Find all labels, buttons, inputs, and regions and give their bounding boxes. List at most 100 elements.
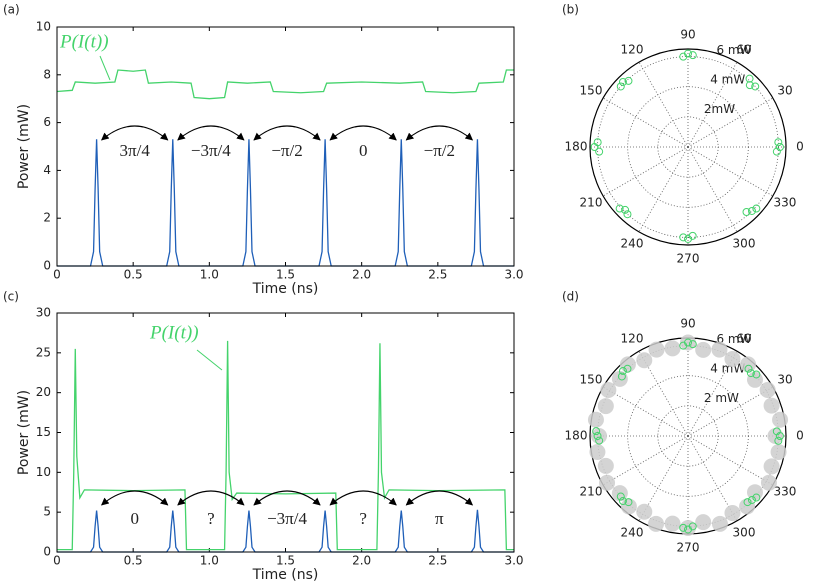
angle-tick-label: 0 <box>796 140 804 154</box>
data-point <box>618 497 627 506</box>
radial-tick-label: 2mW <box>704 102 735 116</box>
angle-tick-label: 300 <box>733 525 756 539</box>
data-point <box>752 493 761 502</box>
angle-tick-label: 180 <box>565 140 588 154</box>
y-tick-label: 30 <box>36 306 51 320</box>
x-tick-label: 0.5 <box>124 554 143 568</box>
angle-grid-line <box>602 386 689 437</box>
data-point <box>619 356 636 373</box>
x-tick-label: 0.5 <box>124 268 143 282</box>
data-point <box>664 340 681 357</box>
radial-grid-line <box>597 56 779 238</box>
angle-tick-label: 120 <box>621 43 644 57</box>
angle-tick-label: 90 <box>680 317 695 331</box>
data-point <box>589 443 606 460</box>
data-point <box>597 398 614 415</box>
angle-tick-label: 180 <box>565 429 588 443</box>
phase-annotation: π <box>435 509 444 528</box>
angle-grid-line <box>687 435 774 486</box>
data-point <box>597 457 614 474</box>
panel-label: (a) <box>3 3 20 17</box>
data-point <box>711 515 728 532</box>
x-tick-label: 2.5 <box>428 554 447 568</box>
data-point <box>592 427 601 436</box>
y-tick-label: 0 <box>43 545 51 559</box>
data-point <box>695 341 712 358</box>
data-point <box>620 498 637 515</box>
data-point <box>739 498 756 515</box>
phase-arrow <box>329 490 397 506</box>
data-point <box>767 428 784 444</box>
phase-annotation: −3π/4 <box>191 141 231 160</box>
data-point <box>621 205 630 214</box>
label-leader <box>99 55 111 81</box>
angle-tick-label: 270 <box>677 541 700 555</box>
panel-label: (c) <box>3 290 19 304</box>
data-point <box>599 474 616 491</box>
data-point <box>623 364 632 373</box>
data-point <box>595 436 604 445</box>
data-point <box>695 514 712 531</box>
radial-grid-line <box>627 86 749 208</box>
data-point <box>648 341 665 358</box>
y-tick-label: 15 <box>36 425 51 439</box>
data-point <box>688 231 697 240</box>
data-point <box>746 371 763 388</box>
angle-grid-line <box>602 435 689 486</box>
y-tick-label: 2 <box>43 211 51 225</box>
data-point <box>600 382 617 399</box>
x-tick-label: 1.5 <box>276 554 295 568</box>
x-tick-label: 3.0 <box>504 554 523 568</box>
data-point <box>747 495 756 504</box>
y-tick-label: 8 <box>43 67 51 81</box>
angle-tick-label: 90 <box>680 28 695 42</box>
data-point <box>615 204 624 213</box>
series-label: P(I(t)) <box>59 31 109 52</box>
x-tick-label: 0 <box>53 554 61 568</box>
y-tick-label: 10 <box>36 20 51 34</box>
radial-tick-label: 6 mW <box>716 43 751 57</box>
data-point <box>724 350 741 367</box>
data-line <box>56 69 514 100</box>
radial-tick-label: 6 mW <box>716 332 751 346</box>
data-point <box>593 432 602 440</box>
y-tick-label: 6 <box>43 115 51 129</box>
data-point <box>763 458 780 475</box>
data-point <box>724 505 741 522</box>
data-point <box>618 77 627 86</box>
data-point <box>616 82 625 91</box>
x-tick-label: 2.5 <box>428 268 447 282</box>
data-point <box>679 52 688 61</box>
data-point <box>679 523 688 532</box>
data-point <box>618 366 627 375</box>
data-point <box>616 492 625 501</box>
phase-annotation: −π/2 <box>424 141 455 160</box>
data-point <box>752 204 761 213</box>
data-point <box>591 428 608 444</box>
data-point <box>752 370 761 379</box>
angle-grid-line <box>687 146 774 197</box>
y-tick-label: 10 <box>36 465 51 479</box>
data-point <box>636 352 653 369</box>
data-point <box>751 82 760 91</box>
x-tick-label: 3.0 <box>504 268 523 282</box>
phase-annotation: ? <box>207 509 215 528</box>
phase-arrow <box>101 125 169 141</box>
phase-arrow <box>405 125 474 141</box>
angle-grid-line <box>602 146 689 197</box>
phase-arrow <box>329 125 397 141</box>
data-point <box>624 76 633 85</box>
panel-label: (b) <box>562 3 579 17</box>
data-point <box>587 411 604 428</box>
angle-tick-label: 330 <box>774 196 797 210</box>
angle-tick-label: 240 <box>621 236 644 250</box>
angle-tick-label: 30 <box>777 84 792 98</box>
data-point <box>679 233 688 242</box>
data-point <box>679 341 688 350</box>
radial-grid-line <box>627 375 749 497</box>
data-point <box>746 369 755 378</box>
data-point <box>775 143 784 151</box>
angle-grid-line <box>687 386 774 437</box>
data-point <box>595 147 604 156</box>
